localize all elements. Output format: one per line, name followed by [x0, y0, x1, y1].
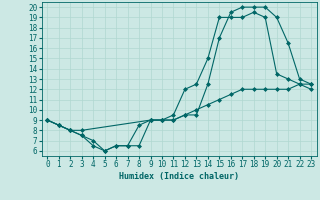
X-axis label: Humidex (Indice chaleur): Humidex (Indice chaleur) — [119, 172, 239, 181]
